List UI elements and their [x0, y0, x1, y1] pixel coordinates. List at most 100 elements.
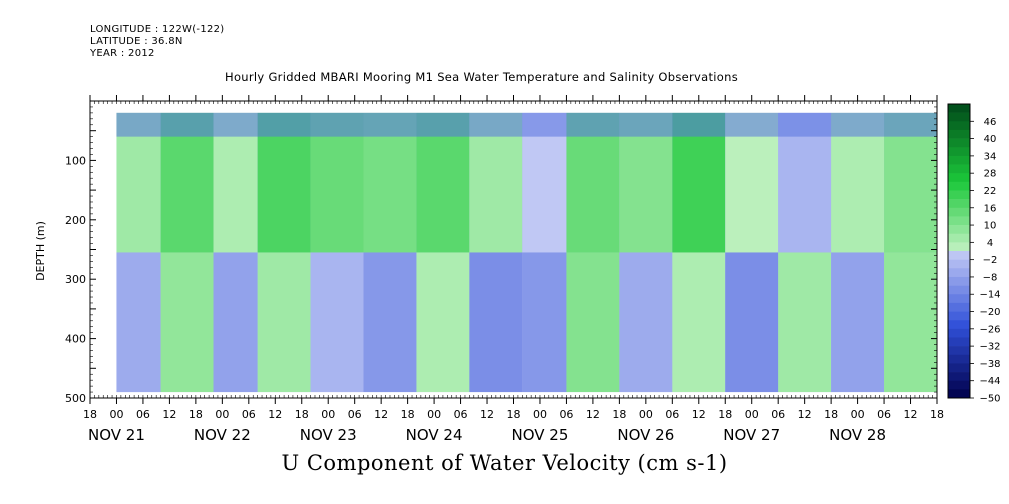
- x-tick-label: 06: [877, 408, 891, 421]
- chart-title: Hourly Gridded MBARI Mooring M1 Sea Wate…: [225, 70, 739, 84]
- colorbar-label: 10: [984, 221, 997, 232]
- colorbar-swatch: [948, 104, 970, 113]
- colorbar-swatch: [948, 294, 970, 304]
- colorbar-swatch: [948, 155, 970, 165]
- x-day-label: NOV 26: [617, 426, 674, 444]
- x-tick-label: 18: [83, 408, 97, 421]
- colorbar-label: 16: [984, 203, 997, 214]
- x-tick-label: 06: [559, 408, 573, 421]
- colorbar-swatch: [948, 216, 970, 226]
- x-tick-label: 18: [930, 408, 944, 421]
- colorbar-swatch: [948, 363, 970, 373]
- x-day-label: NOV 21: [88, 426, 145, 444]
- y-tick-label: 500: [65, 392, 86, 405]
- y-tick-label: 200: [65, 214, 86, 227]
- colorbar-swatch: [948, 181, 970, 191]
- heatmap-band-deep: [725, 252, 779, 393]
- colorbar-label: −44: [979, 376, 1000, 387]
- x-tick-label: 18: [295, 408, 309, 421]
- colorbar-swatch: [948, 251, 970, 260]
- colorbar-swatch: [948, 285, 970, 295]
- colorbar-label: −14: [979, 290, 1000, 301]
- colorbar-swatch: [948, 112, 970, 122]
- x-day-label: NOV 24: [406, 426, 463, 444]
- colorbar-swatch: [948, 207, 970, 217]
- y-tick-label: 300: [65, 273, 86, 286]
- x-tick-label: 06: [136, 408, 150, 421]
- x-tick-label: 06: [454, 408, 468, 421]
- x-tick-label: 00: [639, 408, 653, 421]
- x-tick-label: 00: [533, 408, 547, 421]
- colorbar-swatch: [948, 311, 970, 321]
- x-tick-label: 00: [745, 408, 759, 421]
- x-day-label: NOV 25: [512, 426, 569, 444]
- colorbar-label: 22: [984, 186, 997, 197]
- colorbar-label: −38: [979, 359, 1000, 370]
- colorbar-swatch: [948, 380, 970, 390]
- x-day-label: NOV 27: [723, 426, 780, 444]
- heatmap-band-deep: [619, 252, 673, 393]
- x-tick-label: 06: [348, 408, 362, 421]
- x-tick-label: 12: [692, 408, 706, 421]
- variable-title: U Component of Water Velocity (cm s-1): [281, 451, 728, 475]
- x-tick-label: 00: [109, 408, 123, 421]
- latitude-label: LATITUDE : 36.8N: [90, 36, 183, 47]
- colorbar-swatch: [948, 138, 970, 148]
- x-tick-label: 00: [427, 408, 441, 421]
- x-day-label: NOV 23: [300, 426, 357, 444]
- plot-frame: [89, 100, 938, 399]
- colorbar-swatch: [948, 372, 970, 382]
- colorbar-swatch: [948, 328, 970, 338]
- heatmap-field: [116, 112, 937, 393]
- colorbar-swatch: [948, 337, 970, 347]
- longitude-label: LONGITUDE : 122W(-122): [90, 24, 225, 35]
- colorbar-swatch: [948, 199, 970, 209]
- x-day-label: NOV 28: [829, 426, 886, 444]
- heatmap-band-deep: [310, 252, 364, 393]
- heatmap-band-deep: [522, 252, 567, 393]
- heatmap-band-deep: [672, 252, 726, 393]
- colorbar-label: −32: [979, 342, 1000, 353]
- colorbar-swatch: [948, 233, 970, 243]
- x-tick-label: 06: [665, 408, 679, 421]
- heatmap-band-deep: [469, 252, 523, 393]
- colorbar-swatch: [948, 389, 970, 399]
- y-tick-label: 400: [65, 333, 86, 346]
- x-tick-label: 06: [771, 408, 785, 421]
- x-tick-label: 18: [189, 408, 203, 421]
- heatmap-band-deep: [116, 252, 161, 393]
- colorbar-label: −26: [979, 324, 1000, 335]
- x-tick-label: 06: [242, 408, 256, 421]
- colorbar-swatch: [948, 129, 970, 139]
- x-tick-label: 12: [904, 408, 918, 421]
- y-axis: 100 200 300 400 500: [65, 100, 937, 405]
- y-axis-label: DEPTH (m): [34, 221, 47, 281]
- colorbar-label: 46: [984, 117, 997, 128]
- colorbar-swatch: [948, 164, 970, 174]
- y-tick-label: 100: [65, 154, 86, 167]
- colorbar-swatch: [948, 147, 970, 157]
- colorbar-swatch: [948, 346, 970, 356]
- colorbar-swatch: [948, 173, 970, 183]
- colorbar-label: −8: [983, 272, 998, 283]
- colorbar-swatch: [948, 276, 970, 286]
- year-label: YEAR : 2012: [90, 48, 155, 59]
- x-tick-label: 00: [215, 408, 229, 421]
- heatmap-band-deep: [566, 252, 620, 393]
- x-day-label: NOV 22: [194, 426, 251, 444]
- colorbar-label: 28: [984, 169, 997, 180]
- colorbar-swatch: [948, 242, 970, 252]
- colorbar-label: 40: [984, 134, 997, 145]
- heatmap-band-deep: [884, 252, 937, 393]
- colorbar-swatch: [948, 190, 970, 200]
- heatmap-band-deep: [257, 252, 311, 393]
- colorbar-label: −50: [979, 394, 1000, 405]
- x-tick-label: 18: [507, 408, 521, 421]
- x-tick-label: 18: [612, 408, 626, 421]
- colorbar-swatch: [948, 320, 970, 330]
- colorbar-label: −2: [983, 255, 998, 266]
- colorbar-swatch: [948, 225, 970, 235]
- colorbar-swatch: [948, 302, 970, 312]
- colorbar-label: −20: [979, 307, 1000, 318]
- heatmap-band-deep: [160, 252, 214, 393]
